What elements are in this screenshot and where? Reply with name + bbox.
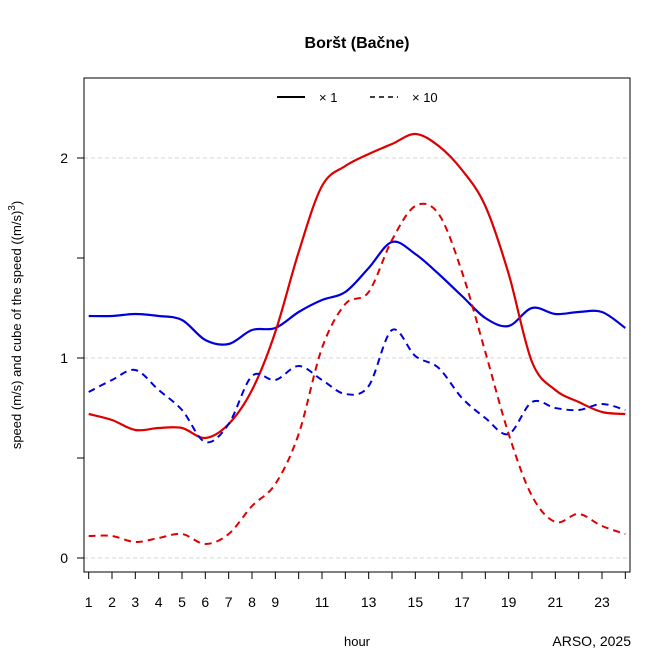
series-line-3	[88, 202, 626, 545]
y-axis-label: speed (m/s) and cube of the speed ((m/s)…	[7, 201, 24, 449]
x-tick-label-15: 15	[408, 594, 424, 610]
credit: ARSO, 2025	[552, 633, 631, 649]
y-axis-label-superscript: 3	[7, 205, 18, 211]
y-axis-label-main: speed (m/s) and cube of the speed ((m/s)	[9, 211, 24, 449]
y-tick-label-0: 0	[60, 550, 68, 566]
x-tick-label-7: 7	[225, 594, 233, 610]
legend: × 1 × 10	[277, 90, 438, 105]
x-tick-label-13: 13	[361, 594, 377, 610]
x-axis: 1 2 3 4 5 6 7 8 9 11 13 15 17 19 21 23	[85, 571, 626, 610]
x-tick-label-21: 21	[548, 594, 564, 610]
x-tick-label-19: 19	[501, 594, 517, 610]
x-tick-label-17: 17	[454, 594, 470, 610]
series-line-2	[88, 328, 626, 444]
x-tick-label-3: 3	[131, 594, 139, 610]
x-axis-label: hour	[344, 634, 371, 649]
grid-layer	[84, 157, 630, 559]
x-tick-label-2: 2	[108, 594, 116, 610]
x-tick-label-8: 8	[248, 594, 256, 610]
y-tick-label-1: 1	[60, 350, 68, 366]
series-line-1	[88, 132, 626, 440]
x-tick-label-11: 11	[315, 594, 330, 610]
y-tick-label-2: 2	[60, 150, 68, 166]
legend-label-solid: × 1	[319, 90, 337, 105]
y-axis: 0 1 2	[60, 150, 85, 566]
x-tick-label-4: 4	[155, 594, 163, 610]
y-axis-label-end: )	[9, 201, 24, 205]
plot-frame	[83, 77, 631, 573]
series-line-0	[88, 240, 626, 346]
series-layer	[88, 132, 626, 545]
chart-title: Boršt (Bačne)	[305, 35, 410, 52]
x-tick-label-9: 9	[271, 594, 279, 610]
x-tick-label-23: 23	[594, 594, 610, 610]
legend-label-dashed: × 10	[412, 90, 438, 105]
x-tick-label-5: 5	[178, 594, 186, 610]
x-tick-label-1: 1	[85, 594, 93, 610]
x-tick-label-6: 6	[201, 594, 209, 610]
